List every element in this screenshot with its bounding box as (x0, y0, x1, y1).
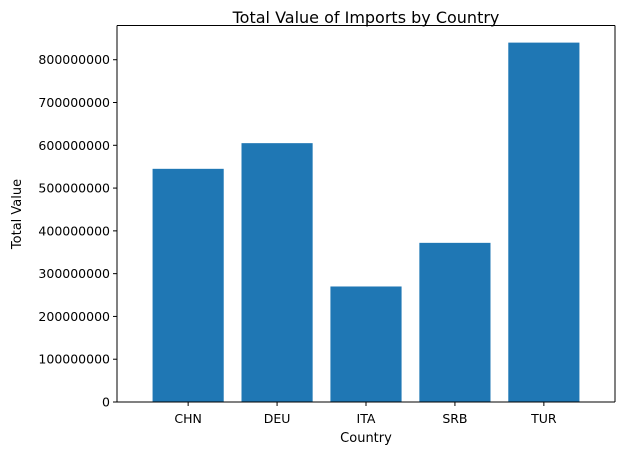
x-axis-ticks: CHN DEU ITA SRB TUR (174, 402, 557, 426)
bar-deu (241, 143, 313, 402)
y-tick-label: 300000000 (38, 266, 110, 281)
bar-chn (152, 168, 224, 402)
x-tick-label-srb: SRB (442, 411, 467, 426)
y-tick-label: 100000000 (38, 352, 110, 367)
y-tick-label: 400000000 (38, 223, 110, 238)
y-tick-label: 600000000 (38, 138, 110, 153)
y-tick-label: 0 (102, 395, 110, 410)
bar-ita (330, 286, 402, 402)
x-tick-label-ita: ITA (357, 411, 376, 426)
y-axis-ticks: 0 100000000 200000000 300000000 400000000 500… (38, 52, 117, 410)
y-tick-label: 500000000 (38, 181, 110, 196)
x-tick-label-chn: CHN (174, 411, 201, 426)
x-tick-label-tur: TUR (530, 411, 557, 426)
axes-frame (116, 25, 616, 403)
bar-tur (508, 42, 580, 402)
y-tick-label: 700000000 (38, 95, 110, 110)
y-tick-label: 200000000 (38, 309, 110, 324)
chart-title: Total Value of Imports by Country (232, 8, 500, 27)
bars-group (152, 42, 580, 402)
x-tick-label-deu: DEU (264, 411, 291, 426)
y-tick-label: 800000000 (38, 52, 110, 67)
x-axis-label: Country (340, 431, 392, 446)
y-axis-label: Total Value (10, 179, 25, 250)
bar-srb (419, 242, 491, 402)
